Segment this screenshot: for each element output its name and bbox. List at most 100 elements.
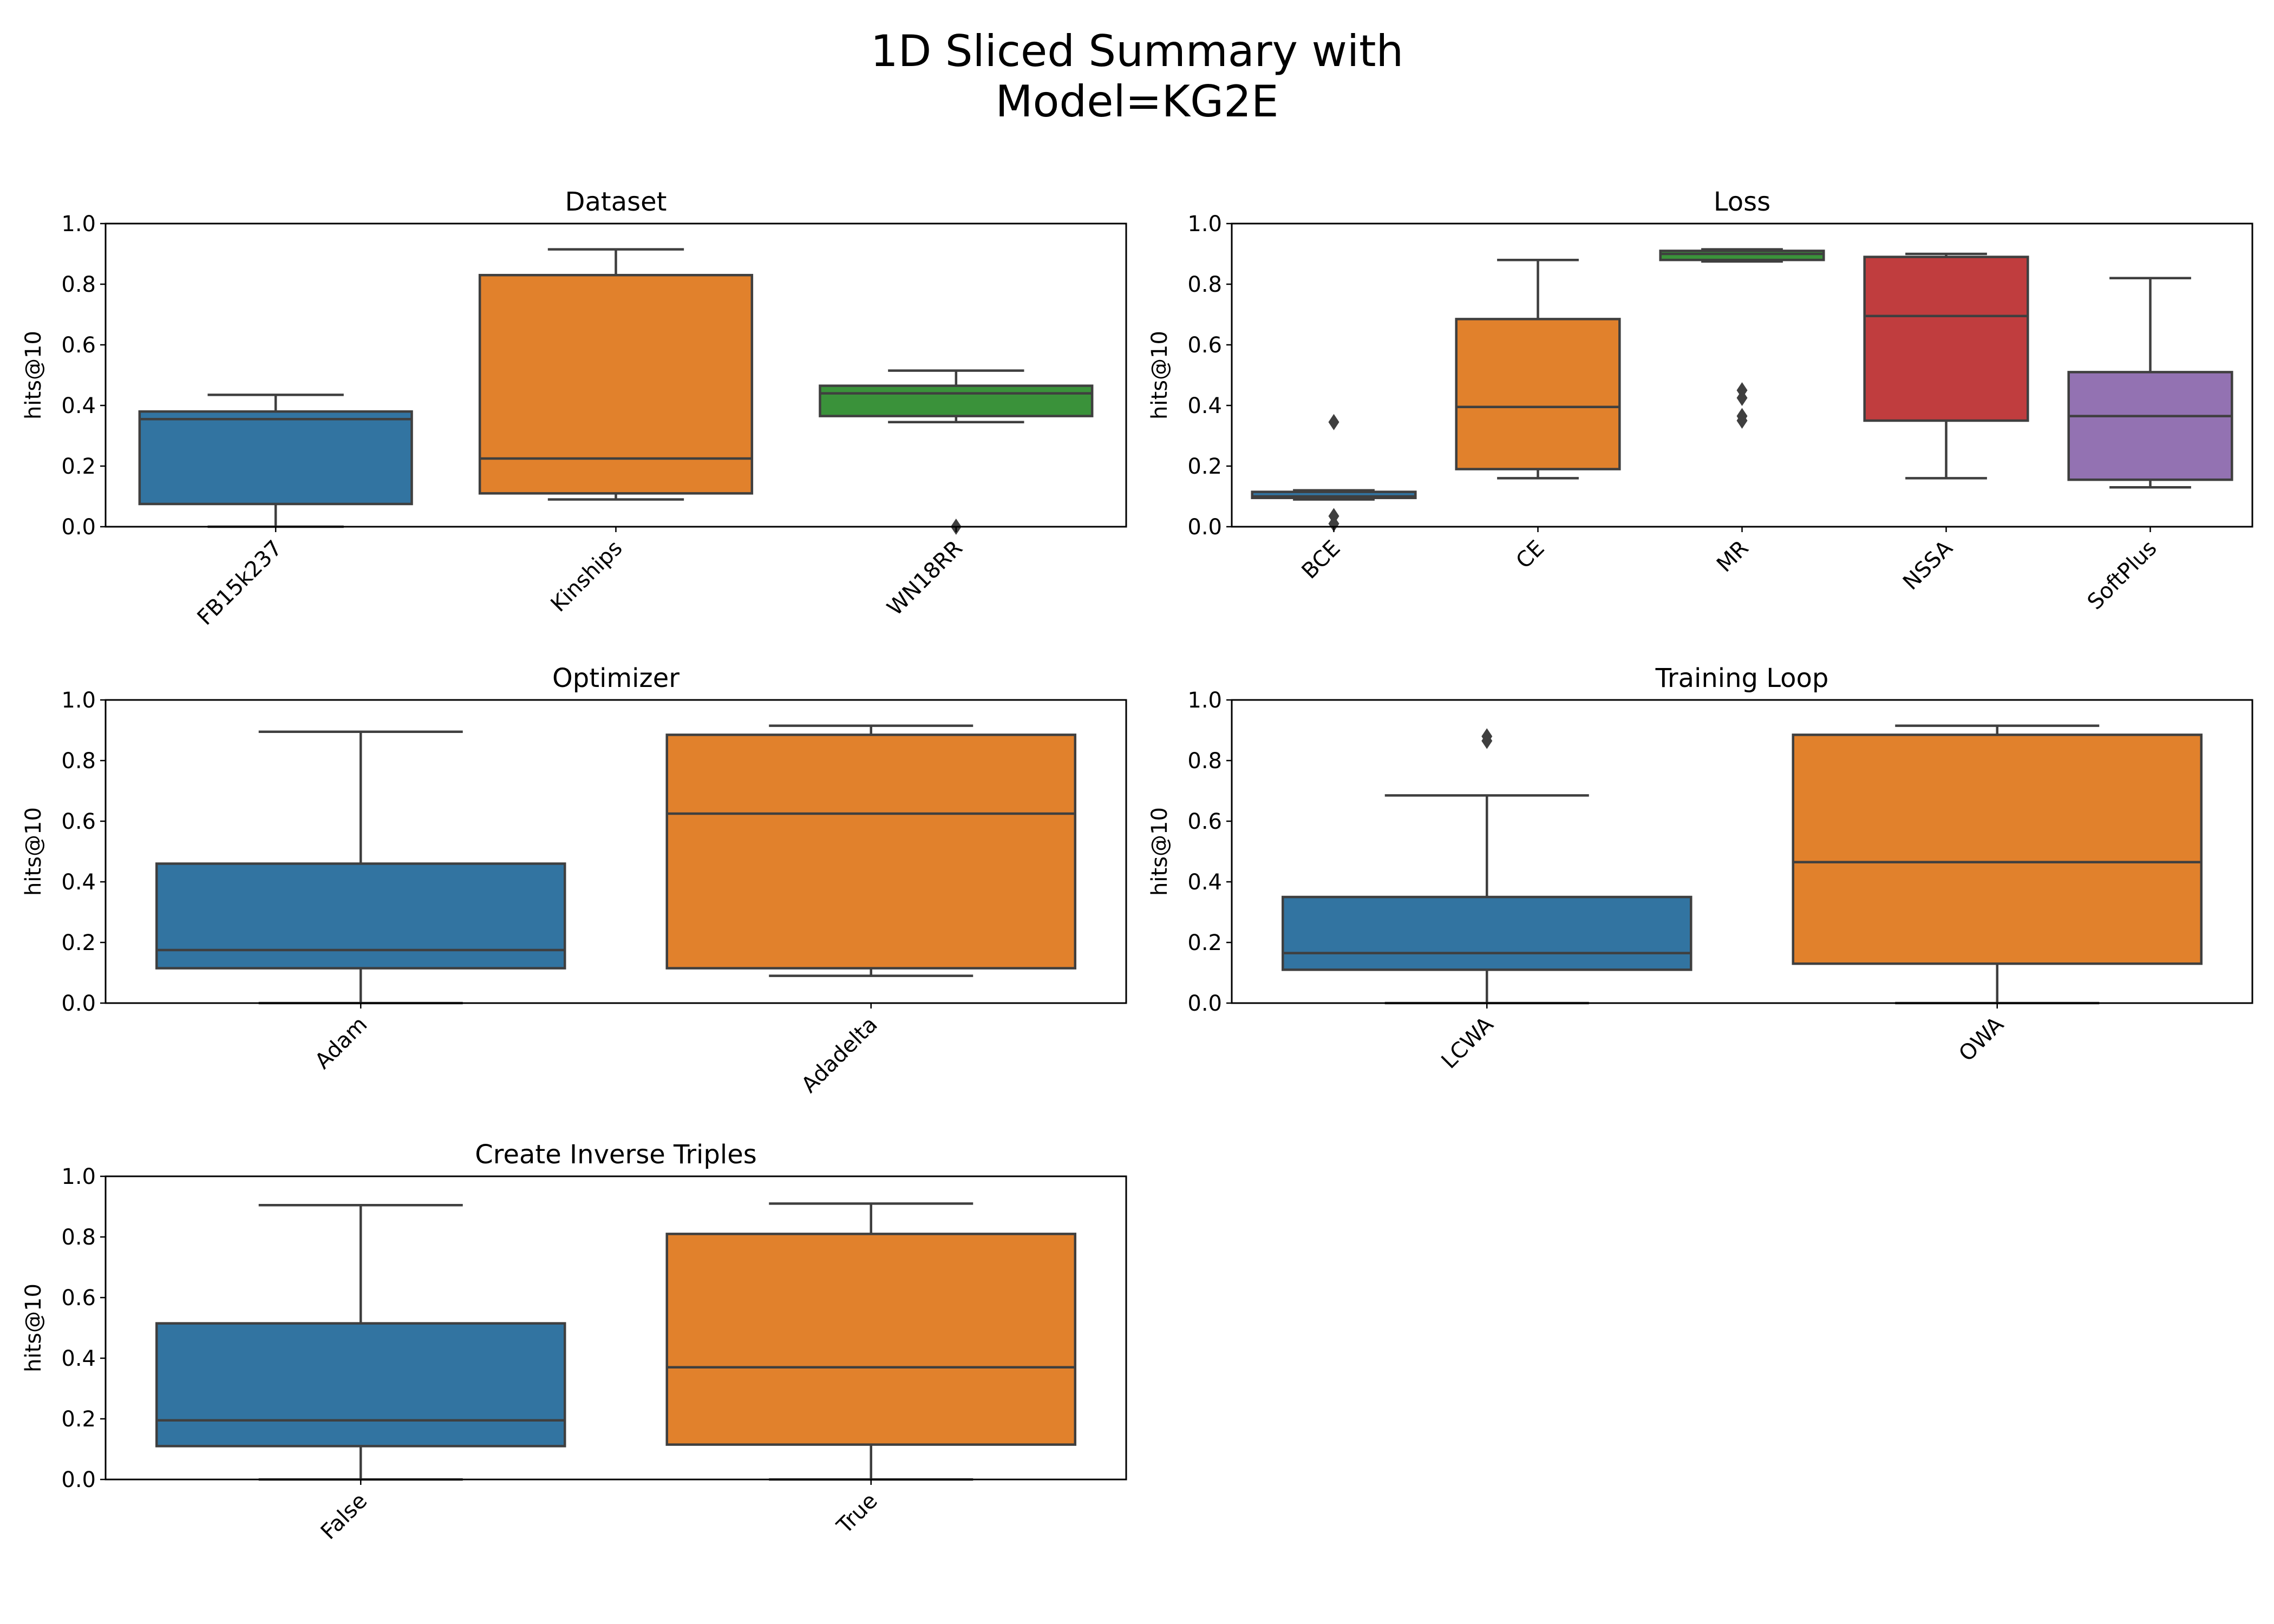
y-tick-label: 0.2	[61, 1407, 96, 1432]
subplot-title: Dataset	[565, 187, 667, 217]
y-tick-label: 0.8	[1187, 272, 1222, 297]
box-body	[1282, 895, 1693, 971]
y-tick-label: 1.0	[61, 212, 96, 237]
y-tick-label: 0.4	[1187, 870, 1222, 895]
plot-frame	[1231, 222, 2253, 528]
y-axis-label: hits@10	[1147, 807, 1172, 896]
x-tick-label: False	[316, 1489, 373, 1545]
box-body	[819, 384, 1094, 417]
subplot-optimizer: Optimizer hits@10 0.0 0.2 0.4 0.6 0.8 1.0 Adam Ad…	[21, 663, 1127, 1098]
y-axis-label: hits@10	[21, 331, 46, 420]
y-tick-label: 0.6	[61, 809, 96, 834]
x-tick-label: Adam	[310, 1012, 372, 1074]
outlier-point	[1736, 412, 1748, 429]
subplot-title: Training Loop	[1655, 663, 1829, 693]
figure-title-line-2: Model=KG2E	[995, 76, 1278, 127]
y-tick-label: 0.8	[61, 1225, 96, 1250]
outlier-point	[1481, 732, 1493, 749]
y-tick-label: 0.4	[61, 1346, 96, 1371]
subplot-title: Create Inverse Triples	[475, 1140, 756, 1170]
box-mr	[1659, 248, 1825, 429]
subplot-create-inverse-triples: Create Inverse Triples hits@10 0.0 0.2 0.4 0.…	[21, 1140, 1127, 1545]
outlier-point	[1328, 515, 1339, 532]
box-adam	[155, 730, 566, 1005]
y-tick-label: 0.6	[61, 333, 96, 358]
x-tick-label: SoftPlus	[2083, 536, 2162, 615]
plot-frame	[1231, 699, 2253, 1004]
x-tick-label: WN18RR	[883, 536, 968, 621]
outlier-point	[1736, 390, 1748, 406]
box-kinships	[478, 248, 754, 501]
y-tick-label: 1.0	[61, 688, 96, 713]
box-fb15k237	[138, 394, 413, 528]
box-ce	[1455, 258, 1621, 480]
plot-frame	[104, 1175, 1127, 1481]
x-tick-label: NSSA	[1898, 535, 1958, 595]
y-tick-label: 0.8	[61, 272, 96, 297]
y-tick-label: 0.0	[1187, 515, 1222, 540]
box-nssa	[1863, 252, 2029, 480]
y-tick-label: 0.6	[1187, 333, 1222, 358]
box-body	[1792, 734, 2203, 965]
box-false	[155, 1203, 566, 1481]
box-body	[665, 734, 1076, 970]
x-tick-label: True	[832, 1489, 883, 1539]
figure-title-line-1: 1D Sliced Summary with	[871, 26, 1403, 76]
box-softplus	[2067, 277, 2233, 489]
y-tick-label: 0.4	[61, 394, 96, 418]
y-tick-label: 0.8	[61, 749, 96, 774]
outlier-point	[1328, 414, 1339, 430]
box-body	[138, 410, 413, 506]
y-tick-label: 0.0	[1187, 991, 1222, 1016]
x-tick-label: CE	[1511, 536, 1549, 574]
box-body	[665, 1233, 1076, 1446]
y-tick-label: 0.2	[1187, 454, 1222, 479]
x-tick-label: MR	[1712, 536, 1754, 578]
plot-frame	[104, 699, 1127, 1004]
plot-frame	[104, 222, 1127, 528]
x-tick-label: LCWA	[1437, 1012, 1499, 1073]
x-tick-label: Kinships	[546, 536, 627, 617]
y-tick-label: 0.0	[61, 1468, 96, 1492]
y-tick-label: 0.6	[61, 1286, 96, 1311]
x-tick-label: BCE	[1297, 536, 1345, 584]
box-lcwa	[1282, 728, 1693, 1005]
y-tick-label: 0.4	[1187, 394, 1222, 418]
y-tick-label: 0.0	[61, 515, 96, 540]
box-body	[155, 1322, 566, 1448]
box-body	[1251, 490, 1417, 500]
box-body	[2067, 371, 2233, 481]
y-tick-label: 0.2	[61, 454, 96, 479]
x-tick-label: Adadelta	[797, 1012, 883, 1098]
y-tick-label: 0.6	[1187, 809, 1222, 834]
y-tick-label: 0.0	[61, 991, 96, 1016]
subplot-training-loop: Training Loop hits@10 0.0 0.2 0.4 0.6 0.8 1.0 LC…	[1147, 663, 2253, 1073]
y-tick-label: 0.4	[61, 870, 96, 895]
y-tick-label: 0.2	[1187, 931, 1222, 955]
y-tick-label: 0.2	[61, 931, 96, 955]
subplot-title: Loss	[1714, 187, 1770, 217]
box-owa	[1792, 724, 2203, 1005]
subplot-loss: Loss hits@10 0.0 0.2 0.4 0.6 0.8 1.0 BCE CE MR NSSA…	[1147, 187, 2253, 615]
y-tick-label: 1.0	[61, 1164, 96, 1189]
subplot-dataset: Dataset hits@10 0.0 0.2 0.4 0.6 0.8 1.0 FB15k237…	[21, 187, 1127, 631]
y-tick-label: 1.0	[1187, 212, 1222, 237]
box-adadelta	[665, 724, 1076, 977]
y-tick-label: 0.8	[1187, 749, 1222, 774]
box-body	[1455, 318, 1621, 470]
y-axis-label: hits@10	[21, 1284, 46, 1372]
y-axis-label: hits@10	[1147, 331, 1172, 420]
box-wn18rr	[819, 369, 1094, 535]
box-body	[478, 273, 754, 495]
x-tick-label: FB15k237	[193, 536, 287, 631]
y-axis-label: hits@10	[21, 807, 46, 896]
subplot-panels: Dataset hits@10 0.0 0.2 0.4 0.6 0.8 1.0 FB15k237…	[21, 187, 2253, 1545]
box-body	[1863, 256, 2029, 422]
y-tick-label: 1.0	[1187, 688, 1222, 713]
x-tick-label: OWA	[1954, 1012, 2009, 1066]
box-body	[155, 862, 566, 970]
box-bce	[1251, 414, 1417, 532]
subplot-title: Optimizer	[552, 663, 679, 693]
box-true	[665, 1202, 1076, 1481]
